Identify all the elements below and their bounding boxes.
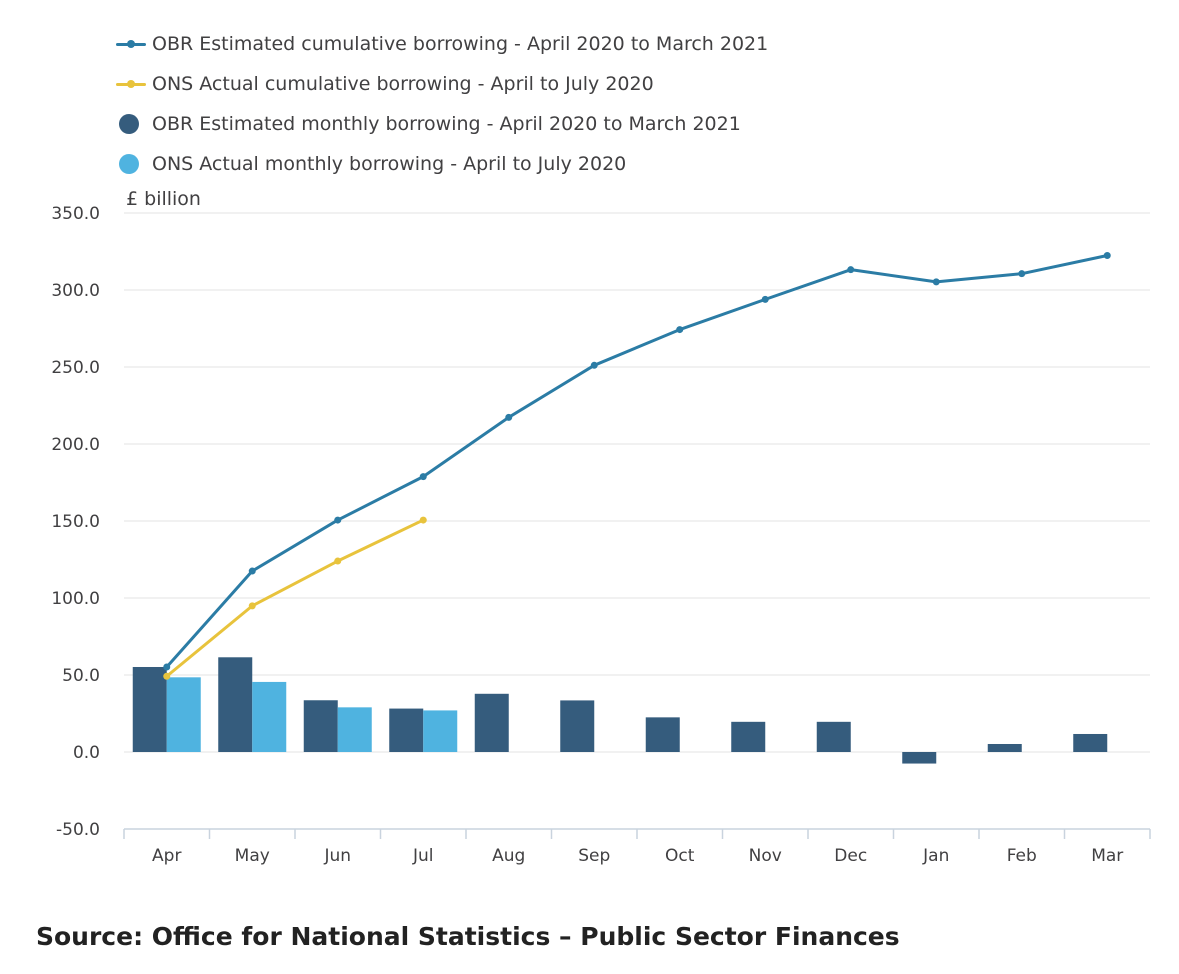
legend-item-obr-monthly[interactable]: OBR Estimated monthly borrowing - April … xyxy=(116,104,768,144)
point-obr-cumulative xyxy=(163,663,171,671)
point-obr-cumulative xyxy=(419,473,427,481)
x-tick-label: Jun xyxy=(323,846,351,866)
point-obr-cumulative xyxy=(761,295,769,303)
legend-label: ONS Actual monthly borrowing - April to … xyxy=(152,153,627,175)
legend-line-marker-icon xyxy=(116,34,146,54)
bar-obr-monthly xyxy=(389,708,424,752)
x-tick-label: Feb xyxy=(1007,846,1037,866)
legend-label: OBR Estimated monthly borrowing - April … xyxy=(152,113,741,135)
bar-obr-monthly xyxy=(132,666,167,752)
bar-obr-monthly xyxy=(218,657,253,752)
y-tick-label: 50.0 xyxy=(62,666,100,686)
bar-obr-monthly xyxy=(731,721,766,752)
bar-obr-monthly xyxy=(1073,733,1108,752)
point-obr-cumulative xyxy=(505,413,513,421)
point-obr-cumulative xyxy=(847,266,855,274)
point-obr-cumulative xyxy=(1018,270,1026,278)
bar-obr-monthly xyxy=(303,700,338,752)
line-ons-cumulative xyxy=(165,518,424,678)
bar-ons-monthly xyxy=(166,677,201,752)
x-tick-label: Nov xyxy=(749,846,782,866)
y-tick-label: 250.0 xyxy=(51,358,100,378)
bar-obr-monthly xyxy=(560,700,595,752)
bar-ons-monthly xyxy=(252,681,287,752)
legend-item-ons-monthly[interactable]: ONS Actual monthly borrowing - April to … xyxy=(116,144,768,184)
legend-item-ons-cumulative[interactable]: ONS Actual cumulative borrowing - April … xyxy=(116,64,768,104)
legend-circle-icon xyxy=(116,114,146,134)
y-tick-label: 100.0 xyxy=(51,589,100,609)
y-tick-label: 0.0 xyxy=(73,743,100,763)
point-ons-cumulative xyxy=(248,602,256,610)
x-tick-label: Jul xyxy=(412,846,434,866)
bar-obr-monthly xyxy=(902,752,937,764)
legend-line-marker-icon xyxy=(116,74,146,94)
x-tick-label: Apr xyxy=(152,846,181,866)
point-ons-cumulative xyxy=(334,557,342,565)
x-tick-label: Oct xyxy=(665,846,695,866)
point-obr-cumulative xyxy=(248,567,256,575)
point-obr-cumulative xyxy=(590,361,598,369)
point-obr-cumulative xyxy=(334,516,342,524)
bar-obr-monthly xyxy=(645,717,680,752)
y-axis-unit-label: £ billion xyxy=(126,188,201,210)
bar-obr-monthly xyxy=(474,693,509,752)
x-tick-label: May xyxy=(235,846,270,866)
line-obr-cumulative xyxy=(165,254,1108,668)
point-obr-cumulative xyxy=(1103,252,1111,260)
x-tick-label: Jan xyxy=(922,846,949,866)
x-tick-label: Mar xyxy=(1091,846,1123,866)
bar-ons-monthly xyxy=(423,710,458,752)
y-tick-label: 200.0 xyxy=(51,435,100,455)
point-obr-cumulative xyxy=(676,326,684,334)
bar-ons-monthly xyxy=(337,707,372,752)
point-ons-cumulative xyxy=(163,672,171,680)
bar-obr-monthly xyxy=(816,721,851,752)
bar-obr-monthly xyxy=(987,743,1022,752)
x-tick-label: Dec xyxy=(834,846,867,866)
point-ons-cumulative xyxy=(419,516,427,524)
y-tick-label: 350.0 xyxy=(51,204,100,224)
legend-circle-icon xyxy=(116,154,146,174)
chart-legend: OBR Estimated cumulative borrowing - Apr… xyxy=(116,24,768,184)
y-tick-label: 300.0 xyxy=(51,281,100,301)
legend-item-obr-cumulative[interactable]: OBR Estimated cumulative borrowing - Apr… xyxy=(116,24,768,64)
y-tick-label: -50.0 xyxy=(56,820,100,840)
y-tick-label: 150.0 xyxy=(51,512,100,532)
borrowing-chart: 350.0 300.0 250.0 200.0 150.0 100.0 50.0 0.0 -50… xyxy=(51,204,1151,866)
x-tick-label: Aug xyxy=(492,846,525,866)
source-note: Source: Office for National Statistics –… xyxy=(36,922,900,951)
x-tick-label: Sep xyxy=(578,846,610,866)
legend-label: OBR Estimated cumulative borrowing - Apr… xyxy=(152,33,769,55)
point-obr-cumulative xyxy=(932,278,940,286)
legend-label: ONS Actual cumulative borrowing - April … xyxy=(152,73,654,95)
